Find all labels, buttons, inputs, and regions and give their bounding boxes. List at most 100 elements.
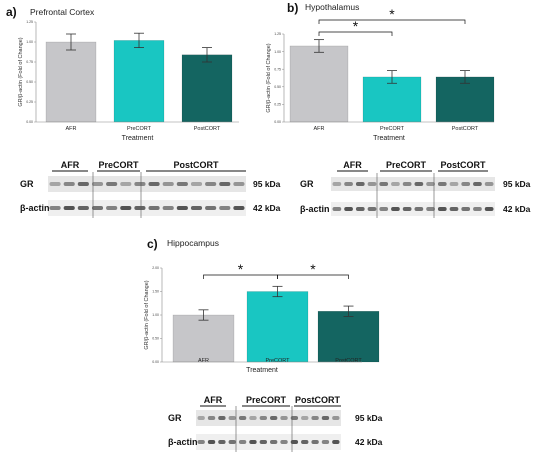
blot-band — [426, 182, 435, 186]
blot-band — [120, 206, 132, 210]
blot-band — [461, 182, 471, 186]
blot-band — [332, 416, 340, 420]
blot-group-label: PreCORT — [386, 160, 427, 170]
blot-band — [414, 207, 424, 211]
x-axis-label: Treatment — [122, 135, 154, 142]
bar-afr — [45, 41, 97, 123]
blot-band — [190, 206, 203, 210]
blot-band — [344, 182, 353, 186]
y-tick-label: 0.75 — [274, 67, 281, 71]
y-tick-label: 1.25 — [274, 32, 281, 36]
bar-precort — [246, 291, 309, 363]
blot-group-label: AFR — [343, 160, 362, 170]
blot-band — [49, 206, 61, 210]
blot-band — [49, 182, 61, 186]
blot-band — [148, 206, 160, 210]
x-tick-label: PostCORT — [194, 126, 221, 132]
x-tick-label: AFR — [66, 126, 77, 132]
x-tick-label: PostCORT — [335, 358, 362, 364]
y-tick-label: 1.25 — [26, 20, 33, 24]
western-blot: AFR PreCORT PostCORT GR 95 kDa β-actin 42 kDa — [168, 395, 383, 452]
bar-afr — [289, 45, 349, 123]
blot-band — [461, 207, 471, 211]
blot-row-label: GR — [300, 179, 314, 189]
blot-band — [379, 182, 389, 186]
blot-band — [249, 440, 257, 444]
blot-band — [301, 440, 309, 444]
blot-band — [238, 440, 247, 444]
blot-size-label: 95 kDa — [253, 179, 281, 189]
panel-letter: b) — [287, 1, 298, 15]
blot-band — [176, 182, 188, 186]
panel-hippocampus: c) Hippocampus 0.00 0.50 1.00 1.50 2.00 AFR PreC… — [144, 237, 383, 452]
blot-size-label: 42 kDa — [503, 204, 531, 214]
blot-band — [176, 206, 188, 210]
y-tick-label: 0.00 — [274, 120, 281, 124]
y-tick-label: 0.50 — [274, 85, 281, 89]
blot-band — [332, 440, 340, 444]
blot-band — [473, 207, 482, 211]
blot-band — [228, 416, 236, 420]
blot-band — [280, 440, 288, 444]
blot-band — [219, 182, 231, 186]
panel-letter: a) — [6, 5, 17, 19]
blot-band — [449, 207, 459, 211]
blot-band — [311, 440, 319, 444]
x-tick-label: PreCORT — [127, 126, 152, 132]
blot-strip — [48, 200, 246, 216]
blot-band — [106, 206, 118, 210]
blot-size-label: 95 kDa — [355, 413, 383, 423]
blot-band — [207, 416, 216, 420]
x-tick-label: PreCORT — [380, 126, 405, 132]
blot-band — [437, 207, 447, 211]
blot-strip — [196, 434, 341, 450]
bar-postcort — [181, 54, 233, 123]
y-tick-label: 1.00 — [152, 313, 159, 317]
panel-letter: c) — [147, 237, 158, 251]
blot-band — [484, 207, 494, 211]
blot-band — [218, 416, 226, 420]
blot-band — [205, 206, 217, 210]
x-tick-label: PreCORT — [265, 358, 290, 364]
blot-strip — [48, 176, 246, 192]
blot-band — [437, 182, 447, 186]
blot-strip — [331, 177, 495, 191]
blot-row-label: β-actin — [20, 203, 50, 213]
blot-band — [290, 416, 299, 420]
y-tick-label: 1.00 — [274, 50, 281, 54]
blot-band — [344, 207, 353, 211]
blot-band — [63, 182, 75, 186]
blot-band — [367, 182, 377, 186]
bar-precort — [362, 76, 422, 123]
blot-band — [91, 182, 104, 186]
y-tick-label: 0.50 — [152, 337, 159, 341]
x-axis-label: Treatment — [373, 135, 405, 142]
blot-band — [249, 416, 257, 420]
y-tick-label: 0.00 — [152, 360, 159, 364]
blot-group-label: AFR — [204, 395, 223, 405]
panel-title: Hippocampus — [167, 238, 219, 248]
blot-band — [207, 440, 216, 444]
blot-band — [449, 182, 459, 186]
blot-band — [301, 416, 309, 420]
blot-band — [77, 206, 89, 210]
y-axis-label: GR/β-actin (Fold of Change) — [18, 37, 24, 106]
bar-precort — [113, 40, 165, 123]
blot-band — [355, 207, 365, 211]
western-blot: AFR PreCORT PostCORT GR 95 kDa β-actin 42 kDa — [20, 160, 281, 218]
blot-band — [162, 182, 174, 186]
y-tick-label: 0.75 — [26, 60, 33, 64]
x-tick-label: PostCORT — [452, 126, 479, 132]
y-tick-label: 2.00 — [152, 266, 159, 270]
blot-band — [402, 182, 412, 186]
blot-band — [218, 440, 226, 444]
blot-group-label: AFR — [61, 160, 80, 170]
significance-star: * — [310, 261, 316, 277]
blot-band — [259, 440, 267, 444]
blot-group-label: PostCORT — [174, 160, 220, 170]
blot-group-label: PreCORT — [246, 395, 287, 405]
blot-band — [205, 182, 217, 186]
significance-bracket — [318, 31, 393, 36]
blot-band — [426, 207, 435, 211]
blot-band — [134, 182, 146, 186]
